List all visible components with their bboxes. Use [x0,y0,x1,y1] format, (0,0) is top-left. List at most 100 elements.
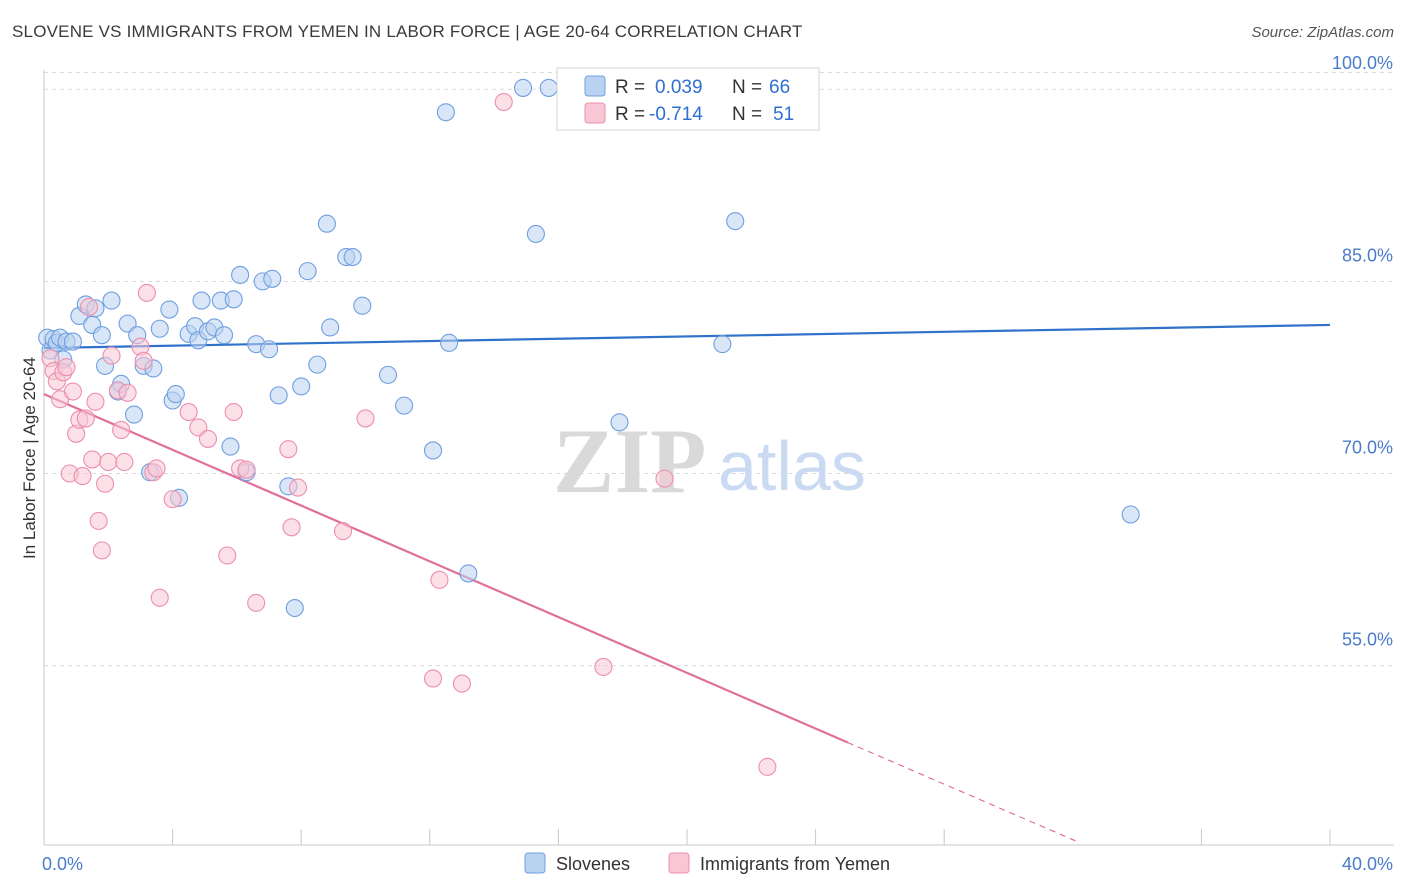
point-blue-17 [118,314,137,333]
point-pink-45 [430,570,449,589]
point-pink-19 [102,346,121,365]
watermark-atlas: atlas [718,427,866,505]
point-pink-21 [112,420,131,440]
trend-lines [43,323,1331,843]
point-blue-55 [378,365,398,384]
point-blue-63 [539,78,558,97]
point-blue-14 [102,291,121,310]
trend-line-extension-pink [847,741,1080,843]
point-pink-33 [198,429,218,448]
point-pink-34 [218,546,237,565]
y-tick-label-55: 55.0% [1342,630,1393,650]
legend-n-value-yemen: 51 [773,104,794,125]
point-blue-18 [124,405,144,424]
point-blue-31 [192,291,211,310]
point-blue-58 [436,103,455,122]
y-tick-label-100: 100.0% [1332,53,1393,73]
legend-n-label-slovenes: N = [732,77,762,98]
point-blue-62 [526,224,545,244]
point-pink-28 [147,459,166,478]
point-pink-29 [150,588,169,607]
legend-r-value-slovenes: 0.039 [655,77,703,98]
point-pink-31 [179,402,198,422]
legend-swatch-yemen [584,102,606,124]
point-pink-49 [655,469,674,488]
gridlines [44,72,1394,667]
legend-swatch-slovenes [584,75,606,97]
y-tick-label-70: 70.0% [1342,438,1393,458]
bottom-legend-label-slovenes: Slovenes [556,854,630,874]
legend-r-label-yemen: R = [615,104,645,125]
point-blue-43 [263,269,282,288]
axes [43,70,1394,846]
bottom-legend-swatch-yemen [668,852,690,874]
point-pink-7 [63,382,82,401]
point-blue-61 [513,78,533,97]
point-blue-7 [63,332,82,351]
point-blue-66 [726,212,745,231]
point-pink-38 [247,593,266,612]
bottom-legend-swatch-slovenes [524,852,546,874]
point-blue-47 [292,377,311,396]
point-blue-35 [214,326,234,345]
point-blue-50 [317,214,336,233]
x-tick-label-40: 40.0% [1342,854,1393,874]
source-credit: Source: ZipAtlas.com [1251,24,1394,41]
point-blue-44 [269,386,288,405]
point-blue-26 [166,385,185,404]
point-pink-35 [224,402,243,422]
point-blue-23 [150,319,169,338]
point-blue-38 [231,265,250,285]
point-pink-5 [57,358,76,377]
bottom-legend-label-yemen: Immigrants from Yemen [700,854,890,874]
trend-line-pink [43,393,849,744]
point-pink-15 [89,511,108,530]
point-blue-48 [298,262,317,281]
x-tick-label-0: 0.0% [42,854,83,874]
point-pink-17 [96,474,115,493]
series-legend: Slovenes Immigrants from Yemen [524,852,890,874]
tick-labels: 100.0% 85.0% 70.0% 55.0% 0.0% 40.0% [42,53,1393,874]
point-blue-64 [610,413,629,432]
point-pink-37 [237,460,256,479]
point-pink-23 [118,383,137,402]
watermark: ZIP atlas [553,410,866,512]
point-pink-10 [73,467,92,486]
stats-legend: R = 0.039 N = 66 R = -0.714 N = 51 [556,67,820,131]
y-axis-label: In Labor Force | Age 20-64 [20,357,39,559]
point-pink-11 [76,409,95,428]
point-blue-49 [308,355,327,374]
point-blue-51 [321,318,340,337]
point-blue-12 [92,326,111,345]
point-pink-26 [137,283,156,302]
legend-n-value-slovenes: 66 [769,77,790,98]
point-pink-32 [189,418,208,437]
legend-r-label-slovenes: R = [615,77,645,98]
point-pink-14 [86,392,105,411]
point-pink-50 [758,757,777,776]
trend-line-blue [43,323,1331,350]
point-blue-42 [259,340,279,359]
point-pink-42 [333,522,353,541]
point-pink-18 [99,452,118,472]
point-pink-43 [356,409,375,428]
point-blue-54 [353,296,372,315]
point-blue-53 [343,247,362,267]
point-blue-57 [423,441,443,460]
point-pink-16 [92,541,111,560]
point-pink-41 [288,478,308,497]
point-blue-60 [459,564,478,583]
point-pink-13 [83,450,102,469]
point-blue-36 [221,437,240,456]
point-pink-48 [594,657,613,676]
point-pink-44 [423,669,443,688]
point-pink-12 [79,297,99,317]
point-pink-25 [134,351,153,370]
point-blue-56 [395,396,414,415]
point-pink-30 [163,490,182,509]
point-pink-47 [494,92,513,112]
y-tick-label-85: 85.0% [1342,245,1393,265]
chart-title: SLOVENE VS IMMIGRANTS FROM YEMEN IN LABO… [12,22,803,41]
point-blue-24 [160,300,179,319]
